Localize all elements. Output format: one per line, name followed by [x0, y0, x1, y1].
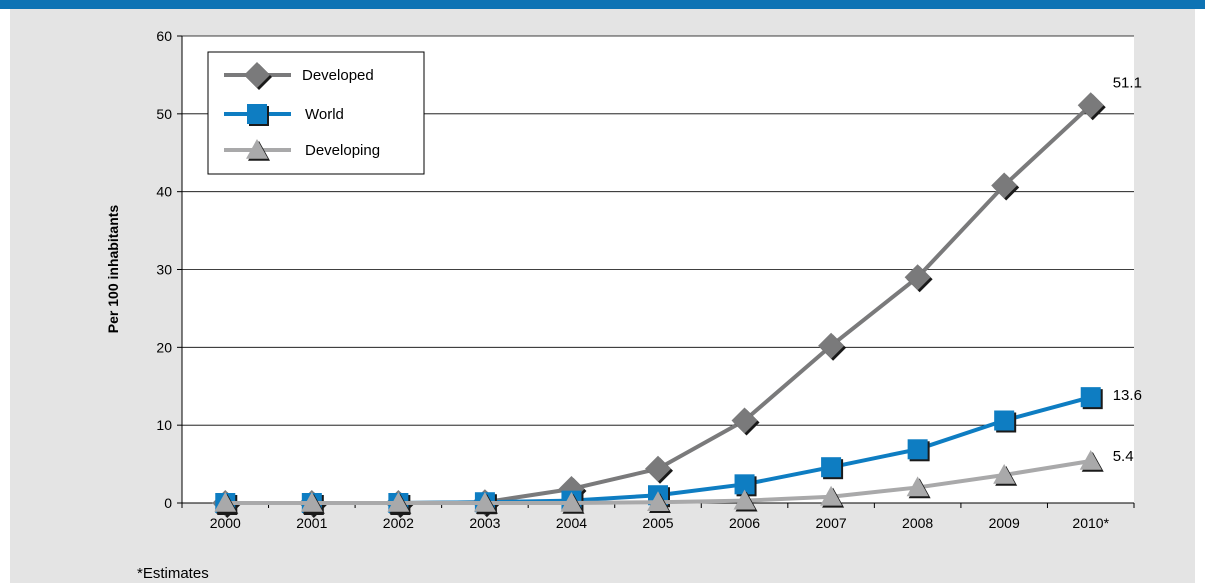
world-point: [1080, 387, 1101, 408]
line-chart: 0 10 20 30 40 50 60 2000 2001 2002 2003 2004 2005 200…: [105, 28, 1142, 531]
developing-point: [387, 492, 410, 512]
developed-point: [818, 332, 845, 359]
developing-end-label: 5.4: [1113, 448, 1134, 465]
y-axis-title: Per 100 inhabitants: [105, 205, 121, 334]
legend-world-marker: [247, 104, 267, 124]
y-tick-label: 30: [156, 262, 172, 278]
x-tick-label: 2001: [296, 515, 327, 531]
developed-point: [991, 172, 1018, 199]
developing-point: [1079, 449, 1102, 470]
x-tick-label: 2005: [642, 515, 673, 531]
developing-point: [214, 492, 237, 512]
developing-point: [906, 476, 929, 497]
developing-point: [473, 492, 496, 512]
x-tick-label: 2003: [469, 515, 500, 531]
legend-world-label: World: [305, 106, 344, 123]
axes: 0 10 20 30 40 50 60 2000 2001 2002 2003 2004 2005 200…: [156, 28, 1135, 531]
developed-point: [645, 455, 671, 482]
developing-point: [647, 491, 669, 512]
y-tick-label: 40: [156, 184, 172, 200]
gridlines: [182, 35, 1134, 426]
world-end-label: 13.6: [1113, 387, 1142, 404]
developing-point: [820, 485, 843, 506]
chart-panel: 0 10 20 30 40 50 60 2000 2001 2002 2003 2004 2005 200…: [10, 9, 1195, 583]
x-tick-label: 2007: [816, 515, 847, 531]
legend-developed-marker: [244, 62, 270, 88]
world-point: [734, 474, 755, 495]
series-layer: 51.1 13.6 5.4: [212, 74, 1142, 518]
y-tick-label: 60: [156, 28, 172, 44]
x-tick-label: 2010*: [1072, 515, 1109, 531]
developing-point: [733, 489, 756, 510]
x-tick-label: 2006: [729, 515, 760, 531]
developed-end-label: 51.1: [1113, 74, 1142, 91]
legend: Developed World Developing: [207, 51, 425, 175]
x-tick-label: 2009: [989, 515, 1020, 531]
legend-developing-marker: [246, 139, 268, 159]
x-tick-label: 2002: [383, 515, 414, 531]
x-tick-label: 2000: [210, 515, 241, 531]
developed-point: [904, 264, 931, 291]
footnote: *Estimates: [137, 565, 209, 582]
developing-point: [993, 463, 1016, 484]
y-tick-label: 50: [156, 106, 172, 122]
legend-developed-label: Developed: [302, 67, 374, 84]
y-tick-label: 10: [156, 417, 172, 433]
legend-developing-label: Developing: [305, 142, 380, 159]
world-point: [907, 439, 928, 460]
series-developing: 5.4: [214, 448, 1134, 514]
x-tick-label: 2008: [902, 515, 933, 531]
y-tick-label: 0: [164, 495, 172, 511]
developed-point: [731, 407, 758, 434]
y-tick-label: 20: [156, 339, 172, 355]
world-point: [821, 457, 842, 478]
header-bar: [0, 0, 1205, 9]
developing-point: [300, 492, 323, 512]
developed-point: [1077, 92, 1104, 119]
developing-point: [560, 492, 583, 512]
world-point: [994, 410, 1015, 431]
x-tick-label: 2004: [556, 515, 587, 531]
